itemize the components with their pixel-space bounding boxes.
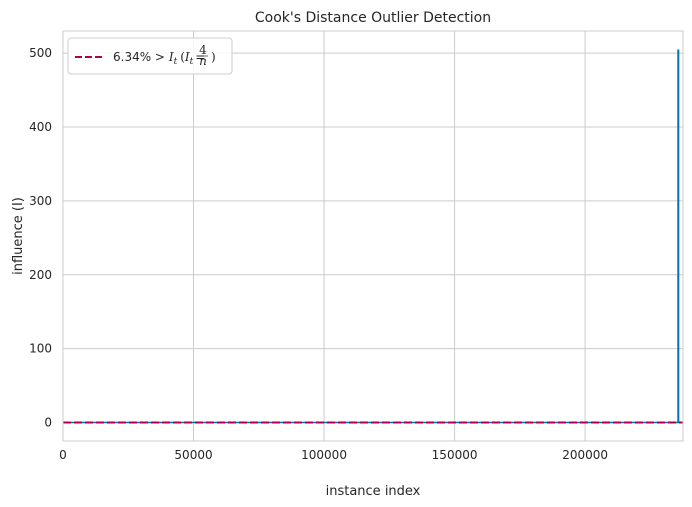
x-tick-label: 200000 bbox=[562, 448, 608, 462]
legend-symbol-subscript: t bbox=[174, 57, 178, 67]
y-tick-label: 300 bbox=[29, 194, 52, 208]
y-axis-title: influence (I) bbox=[11, 197, 26, 275]
legend-fraction-numerator: 4 bbox=[199, 43, 207, 57]
legend-open-paren: ( bbox=[180, 50, 185, 64]
x-tick-label: 150000 bbox=[432, 448, 478, 462]
legend-close-paren: ) bbox=[211, 50, 216, 64]
x-axis-title: instance index bbox=[326, 484, 421, 499]
legend-symbol: I bbox=[168, 50, 174, 64]
y-tick-label: 0 bbox=[44, 416, 52, 430]
plot-background bbox=[63, 31, 683, 441]
plot-frame bbox=[62, 30, 684, 442]
legend-equals: = bbox=[195, 50, 205, 64]
y-tick-labels: 0 100 200 300 400 500 bbox=[29, 46, 52, 429]
legend-paren-symbol: I bbox=[184, 50, 190, 64]
legend-fraction-denominator: n bbox=[199, 54, 207, 68]
legend-label: 6.34% > It (It = bbox=[113, 50, 205, 67]
y-tick-label: 100 bbox=[29, 342, 52, 356]
y-tick-label: 400 bbox=[29, 120, 52, 134]
x-tick-label: 100000 bbox=[301, 448, 347, 462]
x-tick-labels: 0 50000 100000 150000 200000 bbox=[59, 448, 608, 462]
y-tick-label: 200 bbox=[29, 268, 52, 282]
legend-main-text: 6.34% > bbox=[113, 50, 169, 64]
legend-box bbox=[67, 37, 233, 75]
x-tick-label: 0 bbox=[59, 448, 67, 462]
y-tick-label: 500 bbox=[29, 46, 52, 60]
chart-title: Cook's Distance Outlier Detection bbox=[255, 10, 491, 26]
legend: 6.34% > It (It = 4 n ) bbox=[67, 37, 233, 75]
legend-paren-subscript: t bbox=[190, 57, 194, 67]
x-tick-label: 50000 bbox=[174, 448, 212, 462]
